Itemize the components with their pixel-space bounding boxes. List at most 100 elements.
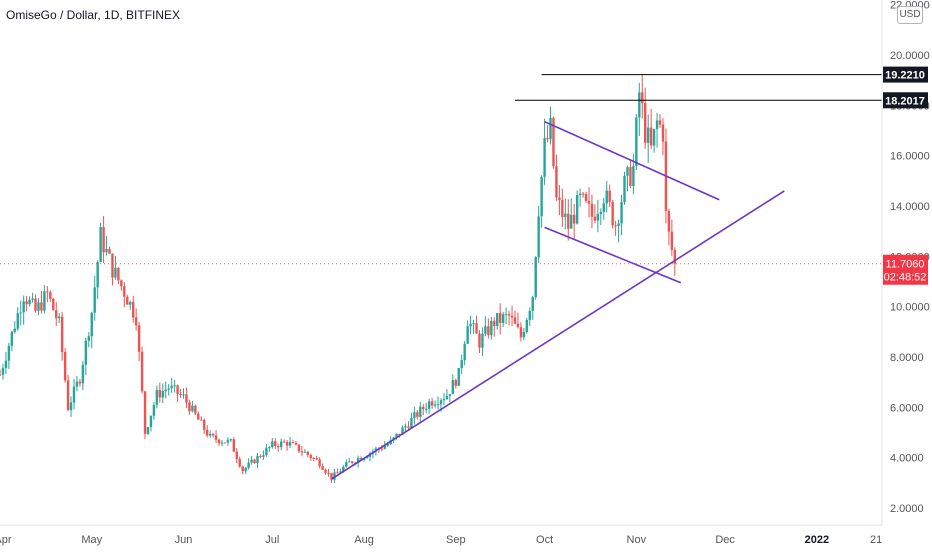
candle-body — [546, 138, 549, 140]
candle-body — [555, 166, 558, 198]
candle-body — [466, 326, 469, 344]
candle-body — [211, 433, 215, 436]
price-tick-label: 6.0000 — [890, 402, 924, 414]
candle-body — [575, 195, 579, 224]
time-tick-label: Nov — [627, 534, 647, 546]
candle-body — [247, 462, 250, 468]
price-tick-label: 8.0000 — [890, 352, 924, 364]
candle-body — [430, 401, 434, 406]
candle-body — [43, 291, 46, 311]
candle-body — [268, 446, 271, 448]
candle-body — [220, 442, 224, 444]
candle-body — [123, 286, 126, 297]
candle-body — [531, 297, 534, 311]
time-tick-label: Jun — [175, 534, 193, 546]
candle-body — [161, 390, 164, 398]
candle-body — [501, 314, 505, 323]
candle-body — [294, 442, 298, 445]
candle-body — [271, 441, 274, 447]
candle-body — [309, 454, 312, 459]
candle-body — [182, 394, 185, 396]
candle-body — [448, 394, 452, 396]
candle-body — [528, 310, 531, 320]
candle-body — [84, 340, 88, 365]
candle-body — [57, 316, 61, 319]
candle-body — [540, 176, 543, 217]
candle-body — [673, 249, 677, 264]
candle-body — [549, 117, 552, 140]
trendlines-layer — [331, 120, 785, 480]
candle-body — [445, 395, 449, 400]
candle-body — [425, 408, 428, 410]
candle-body — [339, 471, 342, 473]
candle-body — [185, 394, 188, 403]
candle-body — [419, 406, 422, 417]
candle-body — [214, 435, 218, 440]
candle-body — [584, 194, 588, 201]
candle-body — [179, 393, 182, 395]
candle-body — [25, 301, 28, 305]
candle-body — [69, 402, 73, 411]
candle-body — [614, 225, 617, 227]
candle-body — [564, 213, 567, 218]
candle-body — [241, 466, 244, 472]
candle-body — [611, 201, 614, 226]
candle-body — [422, 406, 425, 410]
candle-body — [475, 323, 478, 334]
price-tick-label: 10.0000 — [890, 302, 930, 314]
candle-body — [519, 327, 523, 338]
candle-body — [19, 312, 22, 314]
candle-body — [143, 391, 147, 434]
candle-body — [250, 459, 253, 463]
candle-body — [395, 433, 398, 438]
candle-body — [99, 227, 102, 263]
last-price-countdown: 02:48:52 — [884, 272, 927, 284]
candle-body — [140, 351, 144, 392]
candle-body — [658, 120, 662, 125]
candle-body — [312, 458, 315, 460]
candle-body — [593, 216, 597, 221]
candle-body — [129, 301, 132, 305]
candle-body — [433, 404, 437, 406]
candle-body — [469, 323, 472, 327]
candle-body — [90, 312, 93, 337]
candle-body — [315, 458, 318, 460]
candle-body — [626, 167, 629, 176]
currency-button[interactable]: USD — [897, 6, 923, 24]
candle-body — [0, 374, 2, 376]
candle-body — [496, 313, 499, 327]
candle-body — [558, 197, 561, 200]
candle-body — [324, 469, 327, 473]
candle-body — [351, 461, 354, 464]
candle-body — [617, 223, 620, 227]
candle-body — [262, 455, 265, 457]
candle-body — [398, 433, 401, 435]
candle-body — [561, 199, 564, 218]
candle-body — [52, 298, 55, 311]
candle-body — [28, 299, 31, 305]
candle-body — [63, 352, 67, 381]
candle-body — [507, 314, 511, 316]
candle-body — [155, 389, 159, 405]
candle-body — [60, 316, 64, 353]
candle-body — [108, 249, 111, 254]
horizontal-level-label: 18.2017 — [885, 95, 925, 107]
candle-body — [641, 92, 644, 104]
candle-body — [321, 466, 324, 470]
candle-body — [655, 120, 659, 130]
candle-body — [238, 459, 241, 467]
candle-body — [285, 442, 289, 446]
price-tick-label: 16.0000 — [890, 151, 930, 163]
candle-body — [620, 202, 623, 224]
candle-body — [646, 127, 650, 143]
candle-body — [572, 214, 576, 224]
candle-body — [55, 310, 58, 319]
candle-body — [330, 472, 333, 480]
candle-body — [416, 412, 419, 417]
candle-body — [131, 301, 135, 318]
candle-body — [66, 380, 70, 411]
candle-body — [567, 213, 570, 229]
candle-body — [484, 326, 487, 334]
